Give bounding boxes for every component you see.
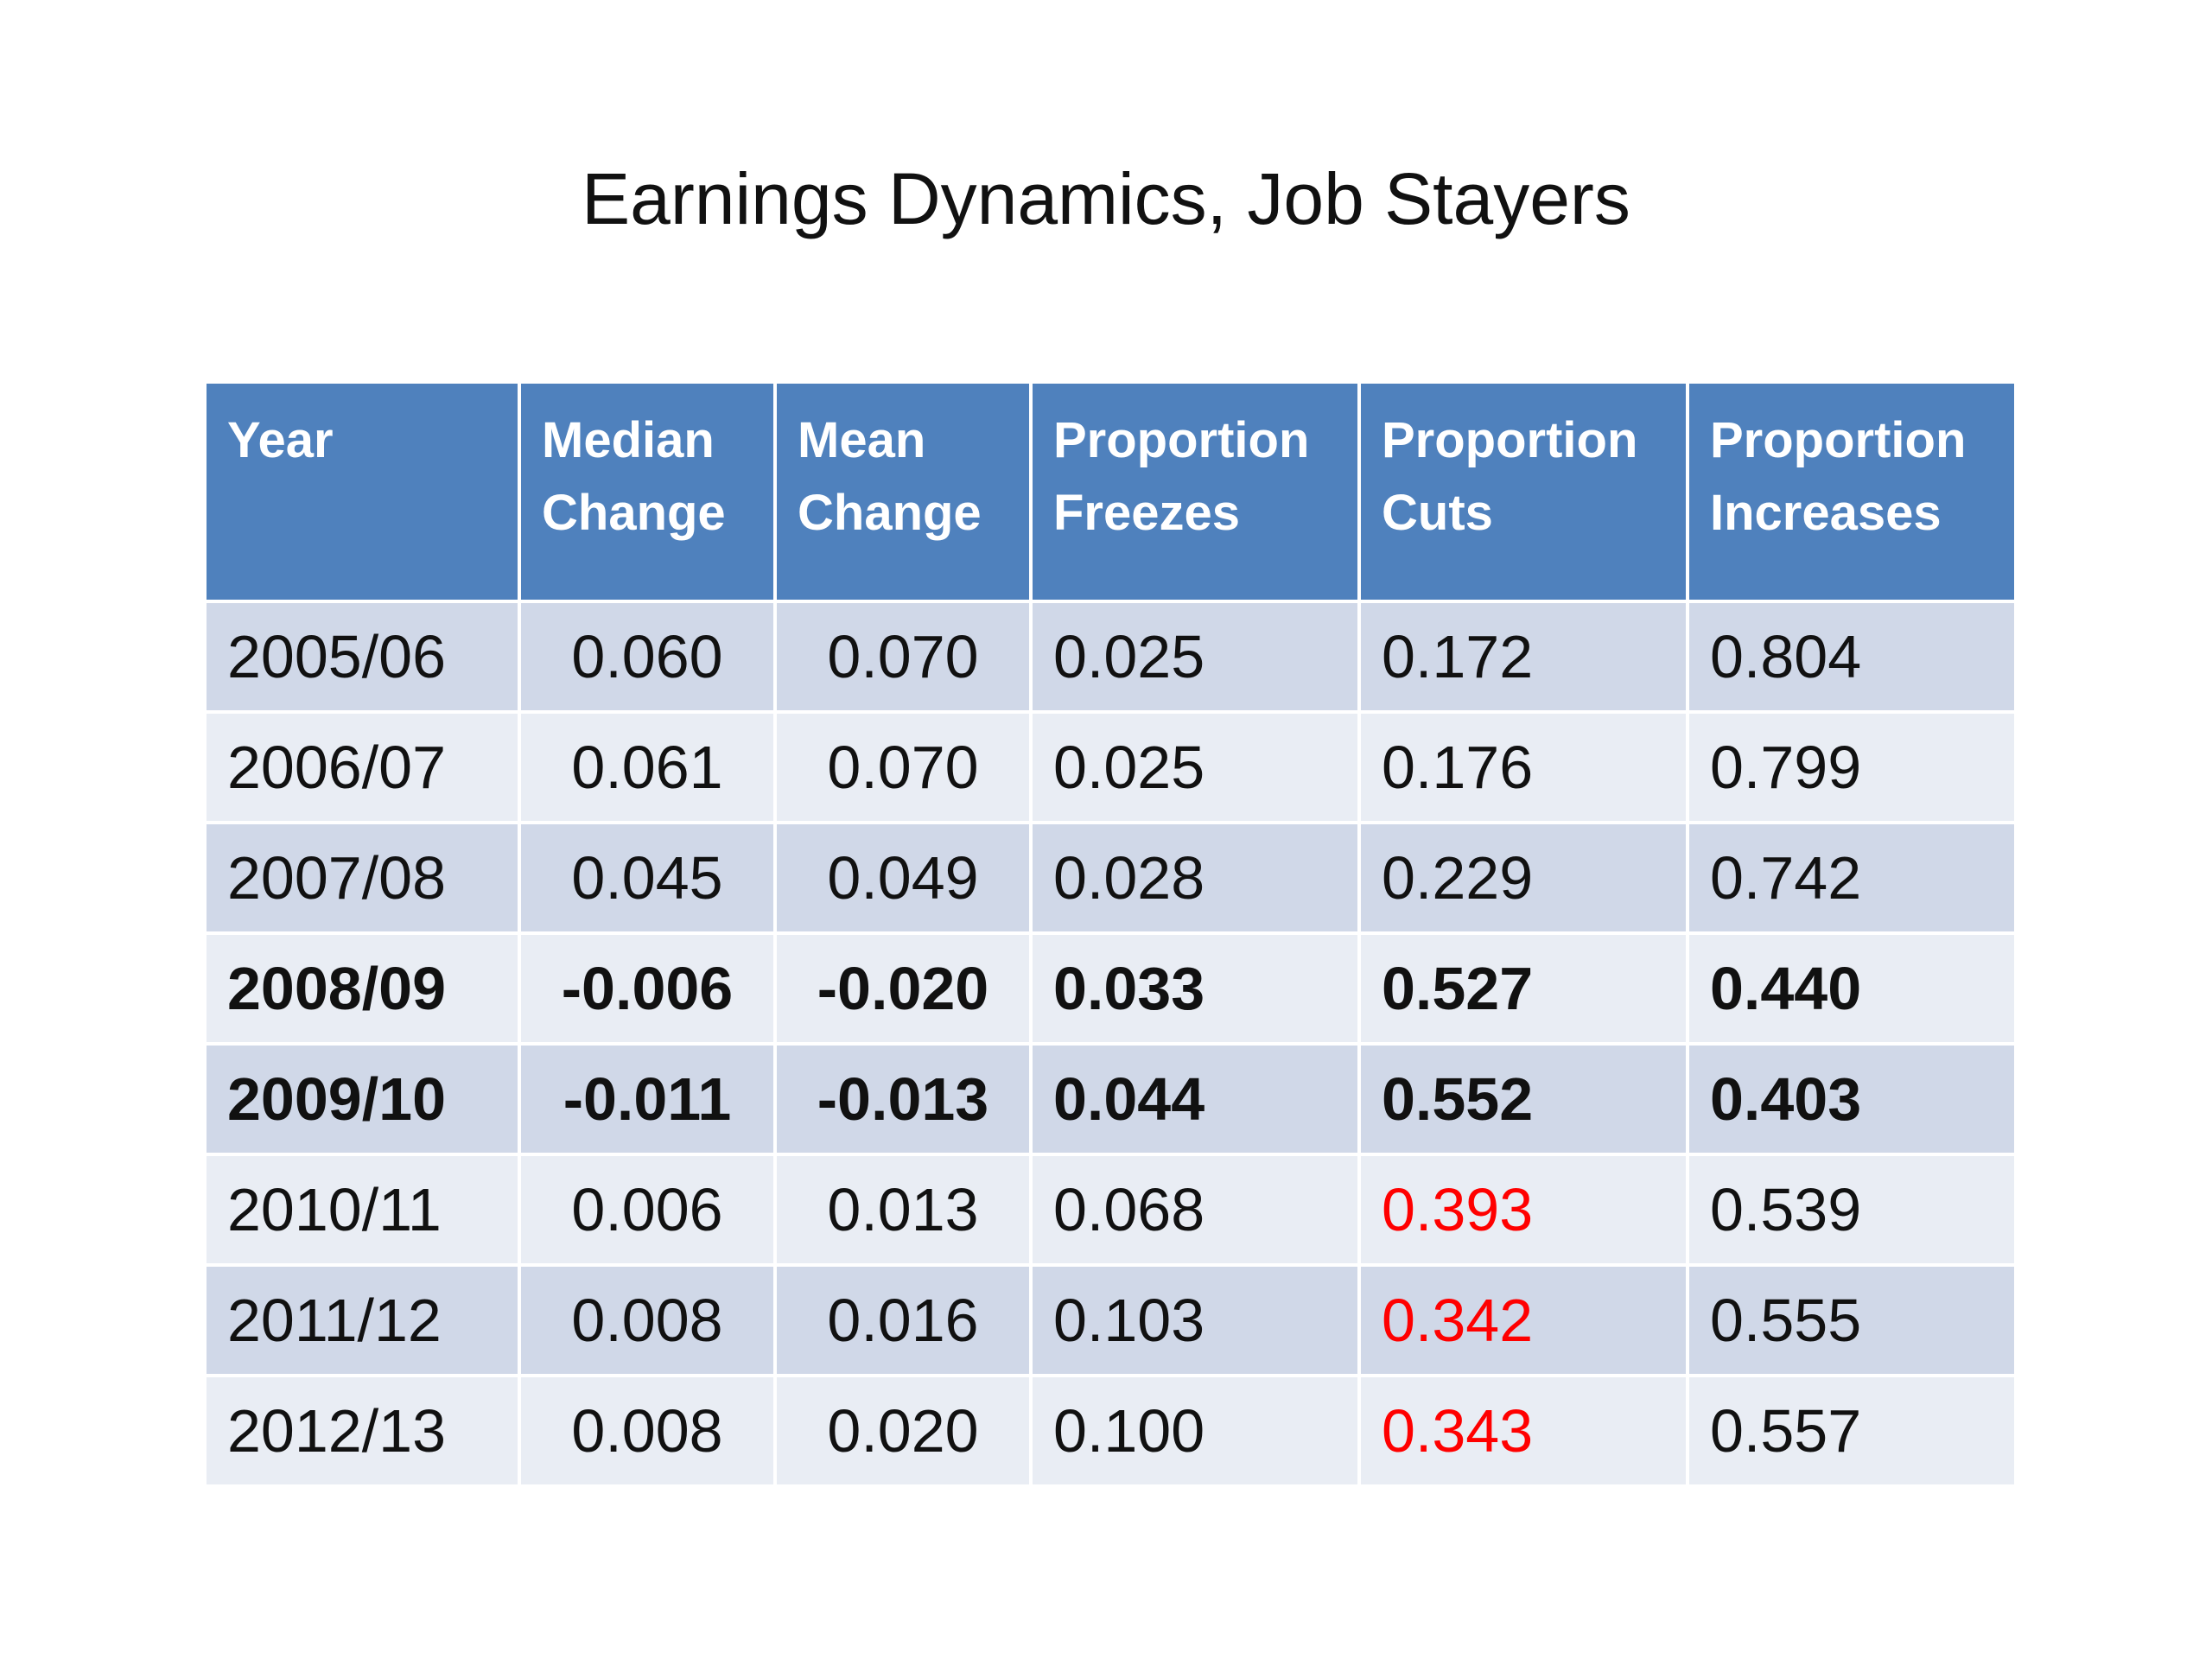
cell-year: 2005/06 (207, 603, 518, 710)
table-row: 2008/09 -0.006 -0.020 0.033 0.527 0.440 (207, 935, 2014, 1042)
cell-median-change: 0.045 (521, 824, 773, 931)
cell-proportion-cuts: 0.176 (1361, 714, 1686, 821)
table-row: 2007/08 0.045 0.049 0.028 0.229 0.742 (207, 824, 2014, 931)
table-header-row: Year Median Change Mean Change Proportion F… (207, 384, 2014, 600)
header-proportion-increases: Proportion Increases (1689, 384, 2014, 600)
cell-year: 2011/12 (207, 1267, 518, 1374)
table-row: 2006/07 0.061 0.070 0.025 0.176 0.799 (207, 714, 2014, 821)
cell-median-change: -0.006 (521, 935, 773, 1042)
cell-year: 2006/07 (207, 714, 518, 821)
cell-mean-change: -0.013 (777, 1046, 1029, 1153)
cell-mean-change: -0.020 (777, 935, 1029, 1042)
cell-proportion-cuts: 0.342 (1361, 1267, 1686, 1374)
cell-proportion-increases: 0.799 (1689, 714, 2014, 821)
cell-proportion-increases: 0.555 (1689, 1267, 2014, 1374)
cell-median-change: 0.061 (521, 714, 773, 821)
cell-year: 2009/10 (207, 1046, 518, 1153)
cell-proportion-freezes: 0.068 (1033, 1156, 1357, 1263)
table-row: 2012/13 0.008 0.020 0.100 0.343 0.557 (207, 1377, 2014, 1484)
slide-title: Earnings Dynamics, Job Stayers (582, 158, 1630, 239)
cell-proportion-cuts: 0.527 (1361, 935, 1686, 1042)
cell-proportion-increases: 0.539 (1689, 1156, 2014, 1263)
header-year: Year (207, 384, 518, 600)
header-proportion-freezes: Proportion Freezes (1033, 384, 1357, 600)
cell-median-change: 0.008 (521, 1377, 773, 1484)
cell-proportion-increases: 0.440 (1689, 935, 2014, 1042)
header-proportion-cuts: Proportion Cuts (1361, 384, 1686, 600)
cell-proportion-freezes: 0.025 (1033, 714, 1357, 821)
cell-proportion-cuts: 0.343 (1361, 1377, 1686, 1484)
cell-mean-change: 0.016 (777, 1267, 1029, 1374)
earnings-table: Year Median Change Mean Change Proportion F… (203, 380, 2018, 1488)
cell-mean-change: 0.020 (777, 1377, 1029, 1484)
cell-year: 2012/13 (207, 1377, 518, 1484)
cell-proportion-increases: 0.403 (1689, 1046, 2014, 1153)
cell-median-change: 0.008 (521, 1267, 773, 1374)
cell-mean-change: 0.070 (777, 603, 1029, 710)
table-row: 2009/10 -0.011 -0.013 0.044 0.552 0.403 (207, 1046, 2014, 1153)
cell-mean-change: 0.070 (777, 714, 1029, 821)
cell-proportion-cuts: 0.172 (1361, 603, 1686, 710)
table-row: 2005/06 0.060 0.070 0.025 0.172 0.804 (207, 603, 2014, 710)
cell-proportion-freezes: 0.033 (1033, 935, 1357, 1042)
cell-mean-change: 0.049 (777, 824, 1029, 931)
cell-proportion-freezes: 0.044 (1033, 1046, 1357, 1153)
table-row: 2011/12 0.008 0.016 0.103 0.342 0.555 (207, 1267, 2014, 1374)
cell-median-change: -0.011 (521, 1046, 773, 1153)
cell-proportion-cuts: 0.552 (1361, 1046, 1686, 1153)
cell-year: 2007/08 (207, 824, 518, 931)
cell-proportion-freezes: 0.028 (1033, 824, 1357, 931)
header-median-change: Median Change (521, 384, 773, 600)
cell-year: 2008/09 (207, 935, 518, 1042)
cell-mean-change: 0.013 (777, 1156, 1029, 1263)
cell-proportion-increases: 0.742 (1689, 824, 2014, 931)
cell-year: 2010/11 (207, 1156, 518, 1263)
cell-median-change: 0.006 (521, 1156, 773, 1263)
table-row: 2010/11 0.006 0.013 0.068 0.393 0.539 (207, 1156, 2014, 1263)
cell-proportion-freezes: 0.100 (1033, 1377, 1357, 1484)
cell-proportion-increases: 0.804 (1689, 603, 2014, 710)
cell-proportion-cuts: 0.393 (1361, 1156, 1686, 1263)
cell-median-change: 0.060 (521, 603, 773, 710)
header-mean-change: Mean Change (777, 384, 1029, 600)
cell-proportion-freezes: 0.103 (1033, 1267, 1357, 1374)
cell-proportion-freezes: 0.025 (1033, 603, 1357, 710)
cell-proportion-cuts: 0.229 (1361, 824, 1686, 931)
cell-proportion-increases: 0.557 (1689, 1377, 2014, 1484)
